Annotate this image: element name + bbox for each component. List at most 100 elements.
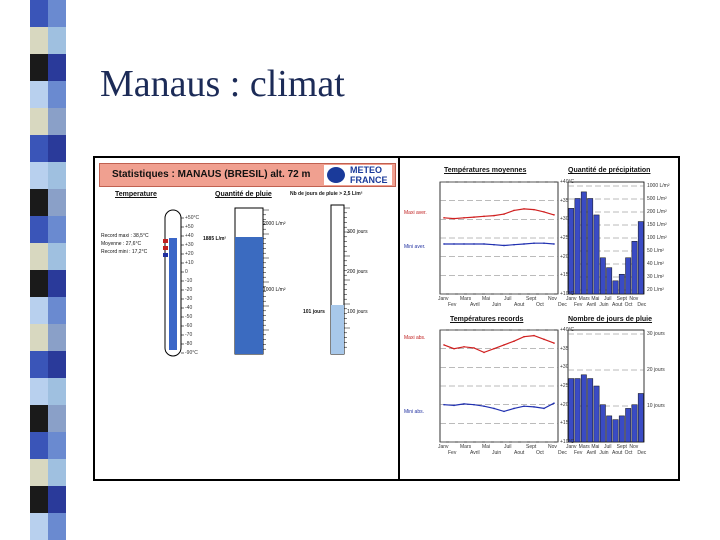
precip-y-tick: 150 L/m² <box>647 222 667 228</box>
meteo-france-logo: METEO FRANCE <box>324 165 392 185</box>
temp-records-x-label-bottom: Juin <box>492 450 502 456</box>
precip-x-label-bottom: Avril <box>586 302 597 308</box>
temp-mean-title: Températures moyennes <box>444 167 527 174</box>
temp-records-point <box>443 344 445 346</box>
temp-mean-x-label-bottom: Dec <box>558 302 567 308</box>
temp-records-y-tick: +40°C <box>560 327 575 333</box>
temp-mean-x-label-bottom: Aout <box>514 302 525 308</box>
precip-y-tick: 100 L/m² <box>647 235 667 241</box>
stats-banner: Statistiques : MANAUS (BRESIL) alt. 72 m… <box>99 163 396 187</box>
temp-records-point <box>473 403 475 406</box>
raindays-bar <box>574 378 581 443</box>
decorative-block <box>30 27 48 54</box>
temp-records-point <box>533 334 535 337</box>
precip-y-tick: 200 L/m² <box>647 209 667 215</box>
temp-records-y-tick: +25 <box>560 383 569 389</box>
temp-mean-point <box>483 215 485 218</box>
thermometer-tick-label: -40 <box>185 305 193 311</box>
decorative-block <box>30 432 48 459</box>
precip-x-label-top: Mars <box>578 296 590 302</box>
record-min-label: Record mini : 17,2°C <box>101 249 148 255</box>
raindays-bar <box>618 415 625 443</box>
temp-mean-point <box>463 217 465 219</box>
climate-figure: Statistiques : MANAUS (BRESIL) alt. 72 m… <box>93 156 680 481</box>
thermometer-tick-label: +50°C <box>185 215 200 221</box>
decorative-block <box>30 405 48 432</box>
raindays-x-label-top: Sept <box>616 444 627 450</box>
decorative-block <box>30 54 48 81</box>
temp-mean-point <box>453 243 455 245</box>
thermometer-tick-label: +10 <box>185 260 194 266</box>
raindays-frame <box>567 329 645 443</box>
temp-mean-point <box>553 243 555 245</box>
temp-records-point <box>493 407 495 410</box>
precip-bar <box>574 198 581 295</box>
rain-tick-2000: 2000 L/m² <box>263 221 286 227</box>
temp-records-point <box>523 335 525 338</box>
thermometer-tick-label: -90°C <box>185 350 198 356</box>
thermometer-tick-label: +20 <box>185 251 194 257</box>
decorative-block <box>48 189 66 216</box>
temp-records-min-label: Mini abs. <box>404 409 425 415</box>
temperature-header: Temperature <box>115 191 157 198</box>
decorative-block <box>48 243 66 270</box>
raindays-bar <box>593 385 600 443</box>
thermometer-tick-label: -20 <box>185 287 193 293</box>
temp-records-point <box>503 410 505 413</box>
decorative-block <box>30 0 48 27</box>
raindays-bar <box>568 378 575 443</box>
thermometer-tick-label: -50 <box>185 314 193 320</box>
decorative-block <box>48 324 66 351</box>
precip-bar <box>580 191 587 295</box>
rain-value: 1885 L/m² <box>203 236 227 242</box>
raindays-x-label-top: Mai <box>591 444 600 450</box>
decorative-block <box>30 513 48 540</box>
temp-mean-point <box>463 243 465 245</box>
temp-mean-point <box>513 209 515 212</box>
logo-text-line2: FRANCE <box>350 175 388 185</box>
decorative-stripe <box>30 0 66 540</box>
decorative-block <box>30 378 48 405</box>
temp-mean-point <box>443 243 445 245</box>
decorative-block <box>48 81 66 108</box>
temp-mean-x-label-top: Nov <box>548 296 557 302</box>
decorative-block <box>48 135 66 162</box>
decorative-block <box>30 324 48 351</box>
temp-records-point <box>443 403 445 406</box>
temp-records-series-min <box>443 402 555 413</box>
temp-mean-y-tick: +30 <box>560 216 569 223</box>
precip-bar <box>637 221 644 295</box>
temp-mean-point <box>523 208 525 210</box>
temp-records-point <box>463 346 465 348</box>
decorative-block <box>30 135 48 162</box>
rain-fill <box>235 237 263 354</box>
precip-y-tick: 50 L/m² <box>647 248 664 254</box>
raindays-x-label-top: Mars <box>578 444 590 450</box>
decorative-block <box>30 351 48 378</box>
precip-x-label-top: Sept <box>616 296 627 302</box>
raindays-tick-200: 200 jours <box>347 269 368 275</box>
precip-bar <box>599 257 606 295</box>
temp-records-x-label-top: Nov <box>548 444 557 450</box>
temp-mean-point <box>493 243 495 246</box>
temp-mean-point <box>473 243 475 245</box>
raindays-title: Nombre de jours de pluie <box>568 316 653 323</box>
temp-mean-series-min <box>444 242 555 247</box>
temp-records-point <box>523 405 525 407</box>
temp-mean-series-max <box>443 208 555 220</box>
decorative-block <box>48 0 66 27</box>
precip-x-label-top: Nov <box>629 296 639 302</box>
stat-ticks <box>181 207 350 354</box>
temp-mean-point <box>553 214 555 216</box>
raindays-x-label-bottom: Oct <box>624 450 633 456</box>
temp-mean-x-label-top: Mai <box>482 296 491 302</box>
raindays-header: Nb de jours de pluie > 2,5 L/m² <box>290 191 363 197</box>
temp-mean-point <box>533 208 535 211</box>
thermometer-tick-label: -80 <box>185 341 193 347</box>
decorative-block <box>48 54 66 81</box>
temp-records-x-label-bottom: Fev <box>448 450 457 456</box>
decorative-block <box>48 432 66 459</box>
decorative-block <box>48 513 66 540</box>
decorative-block <box>30 108 48 135</box>
decorative-block <box>48 351 66 378</box>
